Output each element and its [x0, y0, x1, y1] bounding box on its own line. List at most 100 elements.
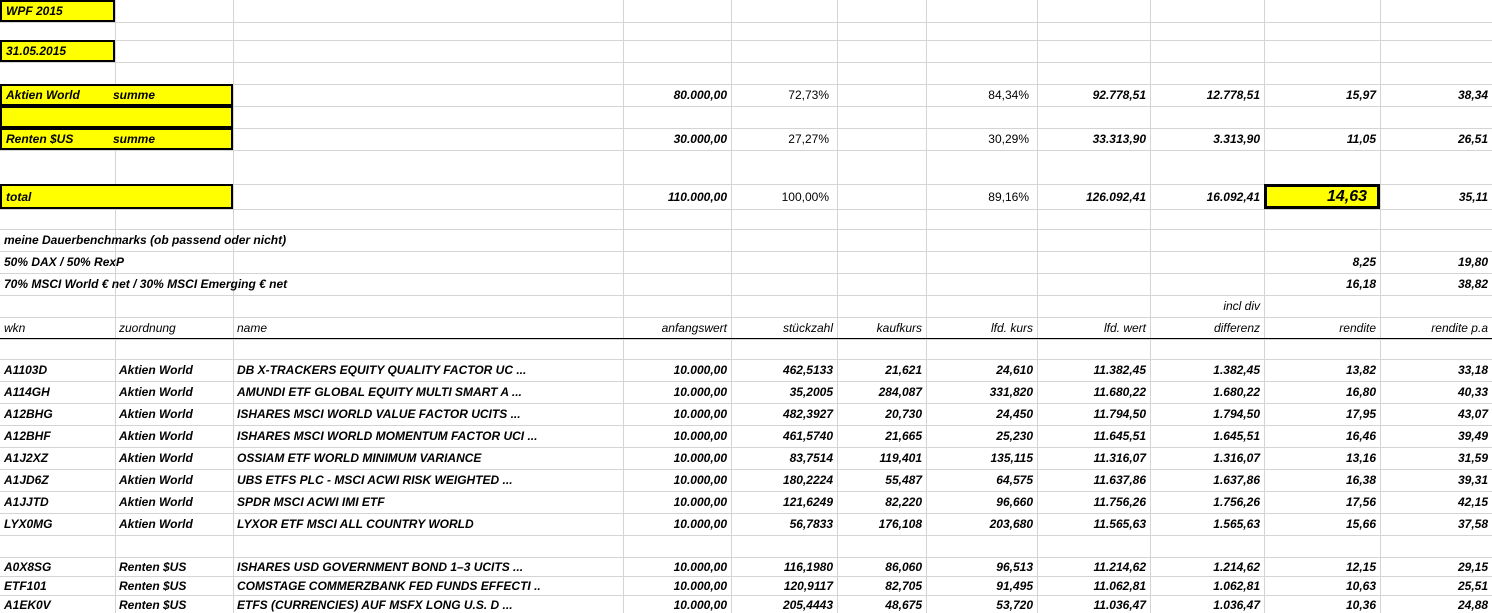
- cell-lfd_kurs[interactable]: 91,495: [996, 578, 1033, 593]
- cell-name[interactable]: ISHARES USD GOVERNMENT BOND 1–3 UCITS ..…: [237, 559, 524, 574]
- cell-zuordnung[interactable]: Aktien World: [119, 495, 193, 509]
- column-header-wkn[interactable]: wkn: [0, 317, 115, 339]
- aktien-differenz[interactable]: 12.778,51: [1206, 88, 1260, 102]
- cell-rendite[interactable]: 16,80: [1345, 385, 1376, 399]
- cell-lfd_wert[interactable]: 11.680,22: [1093, 385, 1147, 399]
- cell-differenz[interactable]: 1.637,86: [1213, 473, 1260, 487]
- total-rendite-pa[interactable]: 35,11: [1458, 189, 1488, 204]
- cell-lfd_kurs[interactable]: 24,450: [996, 407, 1033, 421]
- cell-lfd_wert[interactable]: 11.565,63: [1093, 517, 1147, 531]
- aktien-anteil-lfd[interactable]: 84,34%: [988, 88, 1029, 102]
- cell-anfangswert[interactable]: 10.000,00: [673, 429, 727, 443]
- cell-name[interactable]: UBS ETFS PLC - MSCI ACWI RISK WEIGHTED .…: [237, 473, 513, 487]
- cell-zuordnung[interactable]: Aktien World: [119, 363, 193, 377]
- cell-wkn[interactable]: ETF101: [4, 578, 47, 593]
- cell-stueckzahl[interactable]: 121,6249: [782, 495, 833, 509]
- cell-zuordnung[interactable]: Renten $US: [119, 597, 187, 612]
- cell-lfd_kurs[interactable]: 331,820: [989, 385, 1033, 399]
- cell-anfangswert[interactable]: 10.000,00: [673, 363, 727, 377]
- cell-anfangswert[interactable]: 10.000,00: [673, 451, 727, 465]
- cell-wkn[interactable]: A1J2XZ: [4, 451, 49, 465]
- benchmark-msci-rendite[interactable]: 16,18: [1345, 277, 1376, 291]
- benchmark-dax-rexp-rendite[interactable]: 8,25: [1352, 255, 1376, 269]
- cell-lfd_wert[interactable]: 11.316,07: [1093, 451, 1147, 465]
- cell-name[interactable]: ISHARES MSCI WORLD VALUE FACTOR UCITS ..…: [237, 407, 521, 421]
- cell-wkn[interactable]: A1JJTD: [4, 495, 49, 509]
- benchmark-dax-rexp-rendite-pa[interactable]: 19,80: [1457, 255, 1488, 269]
- cell-anfangswert[interactable]: 10.000,00: [673, 495, 727, 509]
- cell-differenz[interactable]: 1.062,81: [1213, 578, 1260, 593]
- renten-rendite[interactable]: 11,05: [1346, 132, 1376, 146]
- column-header-rendite[interactable]: rendite: [1264, 317, 1380, 339]
- cell-zuordnung[interactable]: Aktien World: [119, 451, 193, 465]
- cell-differenz[interactable]: 1.316,07: [1213, 451, 1260, 465]
- cell-anfangswert[interactable]: 10.000,00: [673, 385, 727, 399]
- column-header-stueckzahl[interactable]: stückzahl: [731, 317, 837, 339]
- cell-zuordnung[interactable]: Aktien World: [119, 385, 193, 399]
- cell-lfd_wert[interactable]: 11.062,81: [1093, 578, 1147, 593]
- cell-lfd_kurs[interactable]: 24,610: [996, 363, 1033, 377]
- benchmark-msci-label[interactable]: 70% MSCI World € net / 30% MSCI Emerging…: [4, 277, 288, 291]
- renten-anteil-lfd[interactable]: 30,29%: [988, 132, 1029, 146]
- total-anteil[interactable]: 100,00%: [781, 189, 829, 204]
- cell-anfangswert[interactable]: 10.000,00: [673, 517, 727, 531]
- cell-rendite_pa[interactable]: 39,31: [1457, 473, 1488, 487]
- total-rendite-highlight[interactable]: 14,63: [1264, 184, 1380, 209]
- cell-rendite[interactable]: 16,38: [1345, 473, 1376, 487]
- aktien-rendite[interactable]: 15,97: [1345, 88, 1376, 102]
- cell-zuordnung[interactable]: Aktien World: [119, 517, 193, 531]
- cell-rendite_pa[interactable]: 33,18: [1457, 363, 1488, 377]
- aktien-summary-label-cell[interactable]: Aktien World summe: [0, 84, 233, 106]
- cell-differenz[interactable]: 1.756,26: [1213, 495, 1260, 509]
- cell-lfd_kurs[interactable]: 64,575: [996, 473, 1033, 487]
- cell-anfangswert[interactable]: 10.000,00: [673, 559, 727, 574]
- column-header-lfd-wert[interactable]: lfd. wert: [1037, 317, 1150, 339]
- column-header-rendite-pa[interactable]: rendite p.a: [1380, 317, 1492, 339]
- cell-zuordnung[interactable]: Aktien World: [119, 407, 193, 421]
- cell-rendite_pa[interactable]: 24,88: [1457, 597, 1488, 612]
- cell-rendite[interactable]: 17,56: [1345, 495, 1376, 509]
- column-header-name[interactable]: name: [233, 317, 623, 339]
- renten-lfd-wert[interactable]: 33.313,90: [1092, 132, 1146, 146]
- cell-lfd_kurs[interactable]: 96,513: [996, 559, 1033, 574]
- cell-stueckzahl[interactable]: 35,2005: [789, 385, 833, 399]
- cell-kaufkurs[interactable]: 82,705: [885, 578, 922, 593]
- cell-rendite[interactable]: 16,46: [1345, 429, 1376, 443]
- cell-wkn[interactable]: A0X8SG: [4, 559, 52, 574]
- cell-name[interactable]: DB X-TRACKERS EQUITY QUALITY FACTOR UC .…: [237, 363, 527, 377]
- cell-name[interactable]: OSSIAM ETF WORLD MINIMUM VARIANCE: [237, 451, 482, 465]
- cell-name[interactable]: LYXOR ETF MSCI ALL COUNTRY WORLD: [237, 517, 474, 531]
- cell-kaufkurs[interactable]: 176,108: [878, 517, 922, 531]
- cell-differenz[interactable]: 1.645,51: [1213, 429, 1260, 443]
- total-anfangswert[interactable]: 110.000,00: [667, 189, 727, 204]
- date-cell[interactable]: 31.05.2015: [0, 40, 115, 62]
- cell-lfd_kurs[interactable]: 53,720: [996, 597, 1033, 612]
- cell-lfd_wert[interactable]: 11.036,47: [1093, 597, 1147, 612]
- cell-wkn[interactable]: LYX0MG: [4, 517, 53, 531]
- cell-lfd_kurs[interactable]: 203,680: [989, 517, 1033, 531]
- cell-anfangswert[interactable]: 10.000,00: [673, 578, 727, 593]
- cell-wkn[interactable]: A1EK0V: [4, 597, 51, 612]
- cell-lfd_kurs[interactable]: 96,660: [996, 495, 1033, 509]
- cell-wkn[interactable]: A1103D: [4, 363, 48, 377]
- column-header-differenz[interactable]: differenz: [1150, 317, 1264, 339]
- cell-rendite[interactable]: 10,63: [1345, 578, 1376, 593]
- cell-lfd_wert[interactable]: 11.645,51: [1093, 429, 1147, 443]
- cell-name[interactable]: SPDR MSCI ACWI IMI ETF: [237, 495, 385, 509]
- cell-rendite_pa[interactable]: 39,49: [1457, 429, 1488, 443]
- highlight-empty-cell[interactable]: [0, 106, 233, 128]
- cell-lfd_kurs[interactable]: 135,115: [990, 451, 1034, 465]
- cell-wkn[interactable]: A12BHG: [4, 407, 53, 421]
- cell-lfd_wert[interactable]: 11.637,86: [1093, 473, 1147, 487]
- title-cell[interactable]: WPF 2015: [0, 0, 115, 22]
- cell-kaufkurs[interactable]: 86,060: [885, 559, 922, 574]
- cell-differenz[interactable]: 1.680,22: [1213, 385, 1260, 399]
- cell-rendite_pa[interactable]: 42,15: [1457, 495, 1488, 509]
- renten-anteil[interactable]: 27,27%: [788, 132, 829, 146]
- cell-rendite_pa[interactable]: 40,33: [1457, 385, 1488, 399]
- cell-rendite_pa[interactable]: 31,59: [1457, 451, 1488, 465]
- cell-lfd_wert[interactable]: 11.382,45: [1093, 363, 1147, 377]
- cell-rendite[interactable]: 12,15: [1345, 559, 1376, 574]
- cell-differenz[interactable]: 1.382,45: [1213, 363, 1260, 377]
- cell-wkn[interactable]: A114GH: [4, 385, 50, 399]
